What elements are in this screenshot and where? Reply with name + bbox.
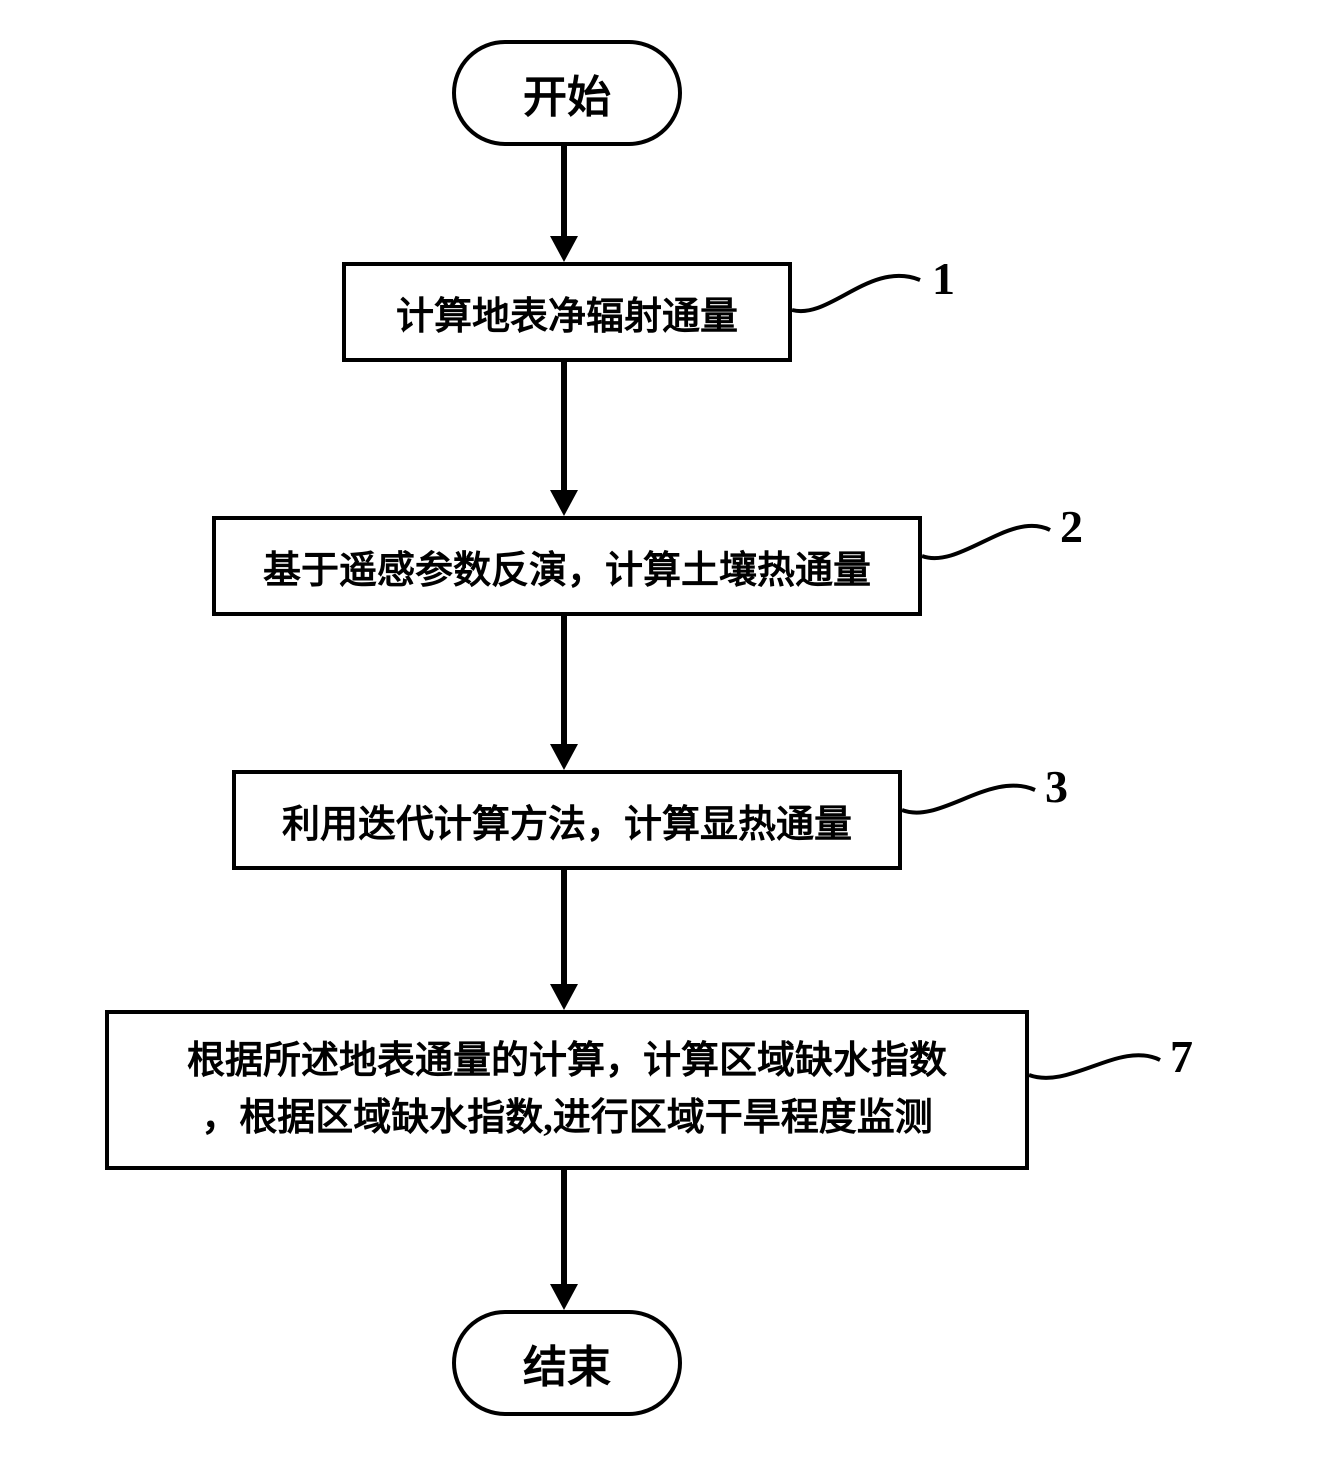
- callout-number: 7: [1170, 1030, 1193, 1083]
- callout-curve: [0, 0, 1326, 1470]
- flowchart-container: 开始 计算地表净辐射通量 基于遥感参数反演，计算土壤热通量 利用迭代计算方法，计…: [0, 0, 1326, 1470]
